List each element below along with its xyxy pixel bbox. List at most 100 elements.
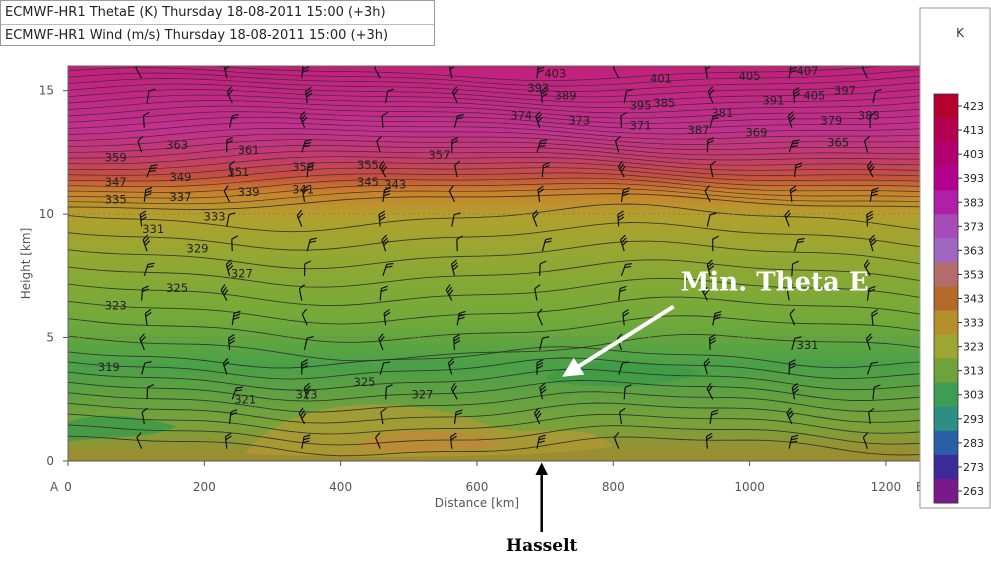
colorbar-tick-label: 263	[963, 485, 984, 498]
colorbar-tick-label: 363	[963, 244, 984, 257]
colorbar-swatch	[934, 454, 958, 480]
colorbar-swatch	[934, 334, 958, 360]
y-axis: 0 5 10 15	[39, 84, 68, 468]
wind-barb	[385, 384, 393, 400]
wind-barb	[231, 235, 238, 252]
contour-label: 349	[169, 170, 191, 184]
isoline	[68, 177, 920, 193]
isoline	[68, 139, 920, 156]
isoline	[68, 83, 920, 103]
wind-barb	[379, 285, 388, 301]
contour-label: 383	[858, 108, 880, 122]
isoline	[68, 162, 920, 177]
wind-barb	[540, 86, 548, 104]
wind-title: ECMWF-HR1 Wind (m/s) Thursday 18-08-2011…	[5, 28, 389, 43]
wind-barb	[449, 432, 457, 449]
wind-barb	[220, 284, 229, 301]
isoline	[68, 67, 920, 87]
thetae-title: ECMWF-HR1 ThetaE (K) Thursday 18-08-2011…	[5, 5, 386, 20]
thetae-contours	[68, 66, 920, 457]
wind-barb	[228, 160, 235, 178]
colorbar-ticks: 423 413 403 393 383 373 363 353 343 333 323 313 303 2…	[958, 100, 984, 498]
wind-barb	[299, 111, 308, 128]
wind-barb	[866, 160, 875, 178]
wind-barb	[146, 88, 156, 104]
isoline	[68, 172, 920, 188]
isoline	[68, 78, 920, 98]
wind-barb	[539, 260, 547, 276]
contour-label: 327	[411, 387, 433, 401]
wind-barb	[306, 237, 317, 252]
wind-barb	[788, 359, 796, 375]
contour-label: 353	[292, 160, 314, 174]
colorbar-tick-label: 273	[963, 461, 984, 474]
wind-barb	[379, 361, 391, 375]
wind-barb	[305, 86, 313, 104]
wind-barb	[705, 432, 713, 449]
colorbar-tick-label: 323	[963, 341, 984, 354]
contour-label: 373	[568, 113, 590, 127]
contour-label: 355	[357, 158, 379, 172]
y-tick-label: 0	[46, 454, 54, 468]
wind-barb	[301, 434, 311, 449]
wind-barb	[866, 285, 876, 301]
wind-barb	[622, 309, 630, 326]
min-theta-label: Min. Theta E	[681, 268, 869, 298]
wind-barb	[296, 209, 304, 227]
wind-barb	[379, 160, 387, 178]
wind-barb	[791, 336, 802, 351]
contour-label: 343	[384, 178, 406, 192]
wind-barb	[541, 237, 553, 252]
wind-barb	[225, 259, 234, 277]
wind-barb	[303, 335, 314, 351]
contour-label: 327	[231, 266, 253, 280]
wind-barb	[536, 139, 548, 153]
y-axis-label: Height [km]	[19, 228, 33, 299]
wind-barb	[709, 409, 719, 425]
wind-barb	[374, 66, 381, 79]
contour-label: 351	[227, 165, 249, 179]
contour-label: 323	[105, 298, 127, 312]
x-tick-label: 1000	[734, 480, 765, 494]
wind-barb	[535, 111, 543, 128]
contour-label: 379	[820, 113, 842, 127]
colorbar-swatches	[933, 93, 959, 504]
isoline	[68, 391, 920, 413]
wind-barb	[869, 187, 879, 202]
isoline	[68, 193, 920, 210]
isoline	[68, 100, 920, 119]
wind-barb	[450, 382, 458, 400]
wind-barb	[872, 88, 882, 104]
x-tick-label: 0	[64, 480, 72, 494]
contour-label: 389	[555, 89, 577, 103]
contour-label: 323	[296, 387, 318, 401]
wind-barb	[536, 359, 544, 375]
thetae-field	[68, 66, 920, 461]
contour-label: 337	[169, 190, 191, 204]
wind-barb	[227, 333, 236, 350]
colorbar-swatch	[934, 166, 958, 191]
wind-barb	[786, 284, 793, 301]
wind-barb	[539, 336, 550, 351]
colorbar-unit: K	[956, 26, 965, 40]
colorbar-tick-label: 373	[963, 220, 984, 233]
colorbar-swatch	[934, 142, 958, 167]
isoline	[68, 315, 920, 343]
isoline	[68, 357, 920, 380]
wind-barb	[708, 334, 716, 350]
wind-barb	[794, 237, 805, 252]
wind-barb	[139, 210, 147, 227]
colorbar-tick-label: 383	[963, 196, 984, 209]
wind-barb	[791, 382, 800, 400]
isoline	[68, 89, 920, 108]
wind-barb	[712, 235, 719, 252]
colorbar-tick-label: 393	[963, 172, 984, 185]
colorbar-swatch	[934, 262, 958, 287]
wind-barb	[143, 262, 155, 277]
contour-label: 403	[544, 66, 566, 80]
wind-barb	[703, 358, 711, 375]
wind-barb	[142, 111, 150, 128]
wind-barb	[450, 259, 459, 276]
wind-barb	[786, 407, 795, 425]
wind-barb	[788, 434, 799, 449]
